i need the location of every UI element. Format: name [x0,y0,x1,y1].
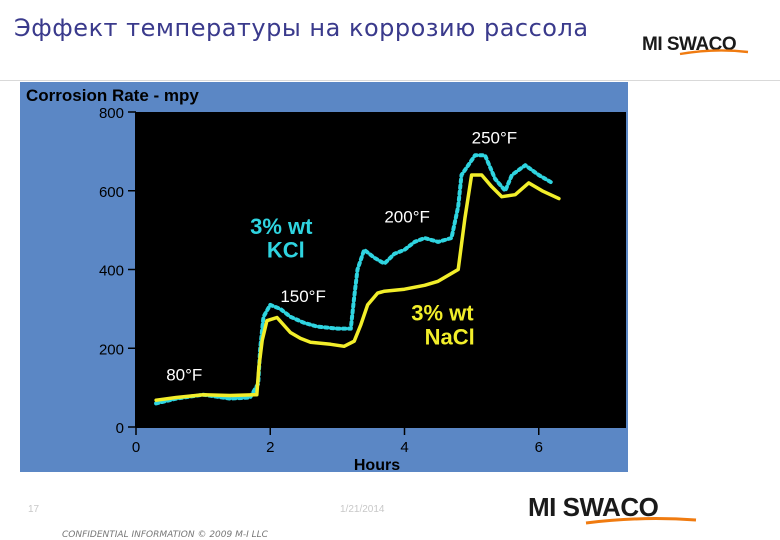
x-tick-label: 2 [266,439,274,456]
slide-date: 1/21/2014 [340,504,385,515]
mi-swaco-logo: MI SWACO [642,34,749,56]
corrosion-chart: Corrosion Rate - mpy Hours 0 200 400 600 800… [26,86,626,472]
annotation-label: 250°F [472,129,518,148]
annotation-label: 3% wt [250,214,313,239]
annotation-label: 150°F [280,287,326,306]
logo-footer-text: MI SWACO [528,492,659,522]
plot-area [136,112,626,427]
annotation-label: 200°F [384,207,430,226]
annotation-label: 80°F [166,366,202,385]
logo-swoosh [679,49,749,56]
chart-title: Corrosion Rate - mpy [26,86,199,105]
slide-title: Эффект температуры на коррозию рассола [14,14,589,42]
x-tick-label: 4 [400,439,408,456]
y-tick-label: 800 [99,105,124,122]
logo-footer-swoosh [585,517,697,525]
annotation-label: KCl [267,238,305,263]
y-tick-label: 0 [116,420,124,437]
chart-panel: Corrosion Rate - mpy Hours 0 200 400 600 800… [20,82,628,472]
x-tick-label: 6 [535,439,543,456]
mi-swaco-logo-footer: MI SWACO [528,492,697,525]
series-line-nacl [154,173,561,402]
annotation-label: NaCl [425,324,475,349]
y-tick-label: 400 [99,263,124,280]
annotation-label: 3% wt [411,301,474,326]
x-tick-label: 0 [132,439,140,456]
page-number: 17 [28,504,40,515]
y-tick-label: 600 [99,184,124,201]
y-tick-label: 200 [99,341,124,358]
x-axis-label: Hours [354,457,400,472]
confidential-notice: CONFIDENTIAL INFORMATION © 2009 M-I LLC [62,530,268,540]
title-divider [0,80,780,81]
